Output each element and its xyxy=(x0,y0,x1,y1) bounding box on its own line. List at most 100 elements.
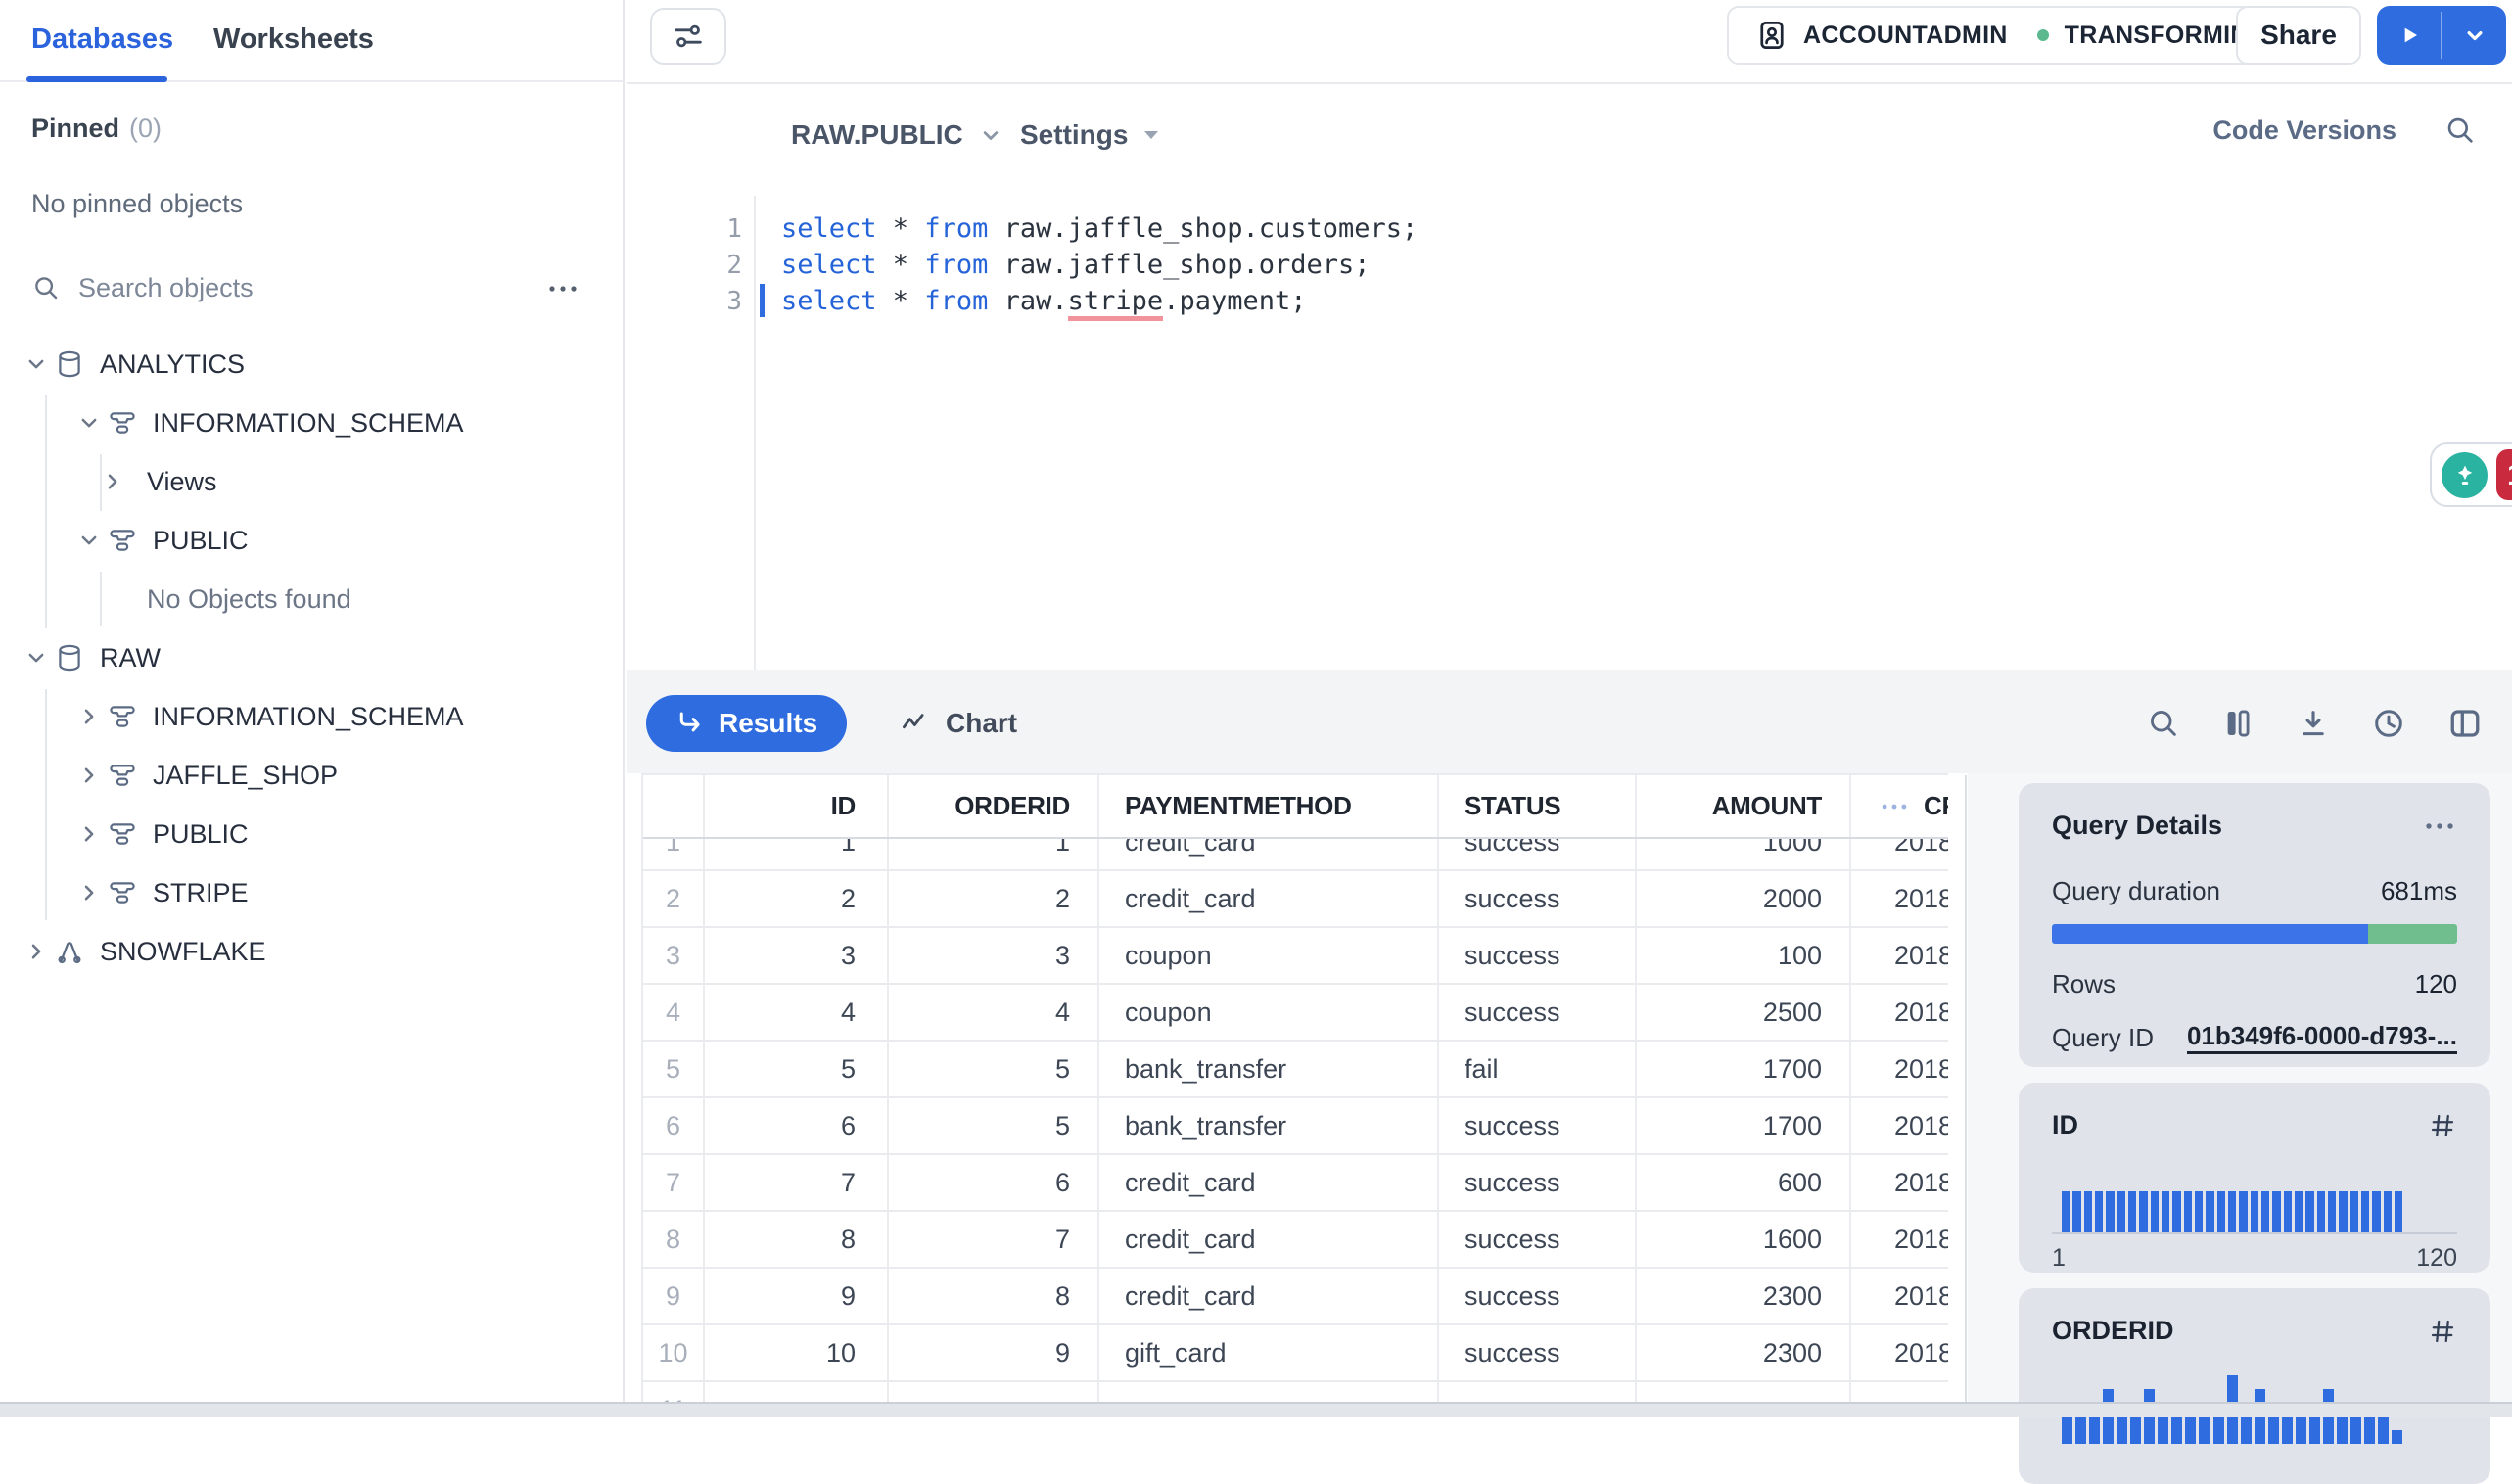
id-histogram[interactable] xyxy=(2052,1170,2457,1234)
chevron-down-icon[interactable] xyxy=(25,353,55,375)
code-line-1[interactable]: 1 select * from raw.jaffle_shop.customers… xyxy=(627,210,2512,247)
error-count-badge[interactable]: 1 xyxy=(2496,449,2512,500)
chevron-right-icon[interactable] xyxy=(78,765,108,786)
role-warehouse-selector[interactable]: ACCOUNTADMIN TRANSFORMING xyxy=(1727,6,2298,65)
history-icon[interactable] xyxy=(2371,706,2406,741)
tree-item-views[interactable]: Views xyxy=(0,452,623,511)
chevron-right-icon[interactable] xyxy=(25,941,55,962)
code-line-3[interactable]: 3 select * from raw.stripe.payment; xyxy=(627,283,2512,321)
tree-item-snowflake[interactable]: SNOWFLAKE xyxy=(0,922,623,981)
histogram-bar xyxy=(2216,1191,2225,1232)
code-text: select * from raw.jaffle_shop.orders; xyxy=(781,250,1371,280)
tree-item-public[interactable]: PUBLIC xyxy=(0,805,623,863)
tree-item-raw[interactable]: RAW xyxy=(0,628,623,687)
tree-item-jaffle-shop[interactable]: JAFFLE_SHOP xyxy=(0,746,623,805)
table-row[interactable]: 11 xyxy=(643,1382,1948,1402)
histogram-bar xyxy=(2227,1191,2237,1232)
database-context-selector[interactable]: RAW.PUBLIC xyxy=(791,119,1004,151)
tab-results[interactable]: Results xyxy=(646,695,848,752)
download-icon[interactable] xyxy=(2297,706,2330,741)
chevron-down-icon[interactable] xyxy=(25,647,55,669)
columns-icon[interactable] xyxy=(2222,706,2256,741)
row-number: 8 xyxy=(643,1212,705,1267)
column-header-created[interactable]: CREATED xyxy=(1851,775,1948,837)
table-cell: gift_card xyxy=(1099,1325,1439,1380)
copilot-lightbulb-icon[interactable] xyxy=(2442,451,2488,498)
chevron-down-icon[interactable] xyxy=(78,530,108,551)
chart-tab-label: Chart xyxy=(946,708,1018,738)
caret-down-icon xyxy=(1144,131,1159,139)
histogram-bar xyxy=(2272,1191,2281,1232)
id-max-label: 120 xyxy=(2416,1244,2457,1272)
chevron-right-icon[interactable] xyxy=(78,706,108,727)
row-number: 10 xyxy=(643,1325,705,1380)
run-options-button[interactable] xyxy=(2442,6,2506,65)
tree-item-information-schema[interactable]: INFORMATION_SCHEMA xyxy=(0,394,623,452)
chevron-right-icon[interactable] xyxy=(78,823,108,845)
column-header-orderid[interactable]: ORDERID xyxy=(889,775,1099,837)
copilot-suggestion-pill[interactable]: 1 xyxy=(2430,442,2512,507)
tree-indent-guide xyxy=(45,689,47,920)
results-tab-label: Results xyxy=(719,708,818,738)
column-header-id[interactable]: ID xyxy=(705,775,889,837)
share-button[interactable]: Share xyxy=(2236,6,2361,65)
sidebar-more-icon[interactable] xyxy=(546,279,580,299)
database-icon xyxy=(55,349,100,379)
tab-chart[interactable]: Chart xyxy=(883,695,1033,752)
query-id-link[interactable]: 01b349f6-0000-d793-... xyxy=(2186,1021,2457,1054)
tree-item-analytics[interactable]: ANALYTICS xyxy=(0,335,623,394)
object-search[interactable]: Search objects xyxy=(0,259,623,318)
column-header-status[interactable]: STATUS xyxy=(1439,775,1637,837)
table-scrollbar-track[interactable] xyxy=(1965,775,1967,1402)
sql-editor[interactable]: 1 select * from raw.jaffle_shop.customers… xyxy=(627,196,2512,670)
horizontal-scrollbar[interactable] xyxy=(0,1402,2512,1417)
tree-item-information-schema[interactable]: INFORMATION_SCHEMA xyxy=(0,687,623,746)
schema-icon xyxy=(108,408,153,438)
row-number: 3 xyxy=(643,928,705,983)
tree-item-label: PUBLIC xyxy=(153,818,249,849)
editor-search-icon[interactable] xyxy=(2443,114,2477,147)
results-search-icon[interactable] xyxy=(2146,706,2181,741)
table-cell: 2 xyxy=(705,871,889,926)
orderid-column-label: ORDERID xyxy=(2052,1316,2174,1345)
table-row[interactable]: 333couponsuccess1002018-0 xyxy=(643,928,1948,985)
chevron-right-icon[interactable] xyxy=(78,882,108,904)
histogram-bar xyxy=(2383,1191,2392,1232)
code-versions-button[interactable]: Code Versions xyxy=(2212,115,2396,145)
id-column-card: ID 1 120 xyxy=(2019,1083,2490,1273)
code-line-2[interactable]: 2 select * from raw.jaffle_shop.orders; xyxy=(627,247,2512,283)
table-cell xyxy=(1099,1382,1439,1402)
column-options-icon[interactable] xyxy=(1879,798,1910,815)
tree-item-stripe[interactable]: STRIPE xyxy=(0,863,623,922)
table-cell: bank_transfer xyxy=(1099,1098,1439,1153)
query-details-more-icon[interactable] xyxy=(2422,816,2457,836)
column-header-paymentmethod[interactable]: PAYMENTMETHOD xyxy=(1099,775,1439,837)
table-cell: 2000 xyxy=(1637,871,1851,926)
split-panel-icon[interactable] xyxy=(2447,706,2483,741)
table-cell: 1700 xyxy=(1637,1042,1851,1096)
editor-header: RAW.PUBLIC Settings Code Versions xyxy=(627,84,2512,196)
settings-menu[interactable]: Settings xyxy=(1020,119,1161,151)
tab-worksheets[interactable]: Worksheets xyxy=(213,23,374,55)
tree-indent-guide xyxy=(100,454,102,511)
chevron-right-icon[interactable] xyxy=(102,471,131,492)
tree-item-public[interactable]: PUBLIC xyxy=(0,511,623,570)
filters-button[interactable] xyxy=(650,8,726,65)
duration-breakdown-bar[interactable] xyxy=(2052,924,2457,944)
table-row[interactable]: 444couponsuccess25002018-0 xyxy=(643,985,1948,1042)
table-cell: 2300 xyxy=(1637,1325,1851,1380)
run-play-button[interactable] xyxy=(2377,6,2441,65)
chevron-down-icon[interactable] xyxy=(78,412,108,434)
column-header-amount[interactable]: AMOUNT xyxy=(1637,775,1851,837)
tab-databases[interactable]: Databases xyxy=(31,23,174,55)
